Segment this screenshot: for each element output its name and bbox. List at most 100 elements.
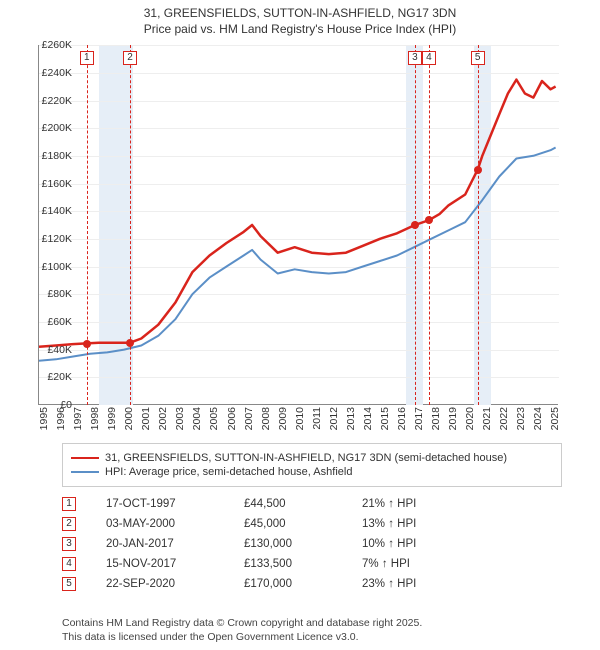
marker-line-1 bbox=[87, 45, 88, 405]
marker-dot-1 bbox=[83, 340, 91, 348]
x-tick-label: 2022 bbox=[498, 407, 510, 430]
x-tick-label: 1997 bbox=[72, 407, 84, 430]
x-tick-label: 2017 bbox=[413, 407, 425, 430]
transaction-date: 22-SEP-2020 bbox=[106, 578, 226, 590]
x-tick-label: 2013 bbox=[345, 407, 357, 430]
marker-line-2 bbox=[130, 45, 131, 405]
transaction-row: 3 20-JAN-2017 £130,000 10% ↑ HPI bbox=[62, 537, 562, 551]
y-tick-label: £80K bbox=[47, 288, 72, 300]
marker-line-5 bbox=[478, 45, 479, 405]
legend-label: HPI: Average price, semi-detached house,… bbox=[105, 466, 352, 478]
transaction-delta: 23% ↑ HPI bbox=[362, 578, 482, 590]
line-series-svg bbox=[39, 45, 559, 405]
x-tick-label: 2011 bbox=[311, 407, 323, 430]
title-block: 31, GREENSFIELDS, SUTTON-IN-ASHFIELD, NG… bbox=[0, 0, 600, 41]
transaction-marker-box: 3 bbox=[62, 537, 76, 551]
y-tick-label: £200K bbox=[42, 122, 72, 134]
title-line-2: Price paid vs. HM Land Registry's House … bbox=[0, 22, 600, 38]
transaction-delta: 10% ↑ HPI bbox=[362, 538, 482, 550]
y-tick-label: £220K bbox=[42, 95, 72, 107]
legend-item: 31, GREENSFIELDS, SUTTON-IN-ASHFIELD, NG… bbox=[71, 452, 553, 464]
legend-label: 31, GREENSFIELDS, SUTTON-IN-ASHFIELD, NG… bbox=[105, 452, 507, 464]
x-tick-label: 2019 bbox=[447, 407, 459, 430]
y-tick-label: £120K bbox=[42, 233, 72, 245]
chart-container: 31, GREENSFIELDS, SUTTON-IN-ASHFIELD, NG… bbox=[0, 0, 600, 650]
transaction-price: £170,000 bbox=[244, 578, 344, 590]
transaction-date: 15-NOV-2017 bbox=[106, 558, 226, 570]
transaction-delta: 7% ↑ HPI bbox=[362, 558, 482, 570]
y-tick-label: £180K bbox=[42, 150, 72, 162]
legend-item: HPI: Average price, semi-detached house,… bbox=[71, 466, 553, 478]
plot-region: 1 2 34 5 bbox=[38, 45, 558, 405]
x-tick-label: 2004 bbox=[191, 407, 203, 430]
x-tick-label: 2014 bbox=[362, 407, 374, 430]
transaction-delta: 13% ↑ HPI bbox=[362, 518, 482, 530]
transaction-row: 5 22-SEP-2020 £170,000 23% ↑ HPI bbox=[62, 577, 562, 591]
title-line-1: 31, GREENSFIELDS, SUTTON-IN-ASHFIELD, NG… bbox=[0, 6, 600, 22]
marker-dot-5 bbox=[474, 166, 482, 174]
x-tick-label: 2016 bbox=[396, 407, 408, 430]
transaction-row: 1 17-OCT-1997 £44,500 21% ↑ HPI bbox=[62, 497, 562, 511]
legend: 31, GREENSFIELDS, SUTTON-IN-ASHFIELD, NG… bbox=[62, 443, 562, 487]
transaction-delta: 21% ↑ HPI bbox=[362, 498, 482, 510]
x-tick-label: 2007 bbox=[243, 407, 255, 430]
x-tick-label: 1999 bbox=[106, 407, 118, 430]
transaction-marker-box: 2 bbox=[62, 517, 76, 531]
footer-line-1: Contains HM Land Registry data © Crown c… bbox=[62, 616, 562, 630]
x-tick-label: 2010 bbox=[294, 407, 306, 430]
transaction-marker-box: 4 bbox=[62, 557, 76, 571]
y-tick-label: £20K bbox=[47, 371, 72, 383]
transaction-price: £133,500 bbox=[244, 558, 344, 570]
transaction-price: £44,500 bbox=[244, 498, 344, 510]
transaction-table: 1 17-OCT-1997 £44,500 21% ↑ HPI 2 03-MAY-2000… bbox=[62, 497, 562, 591]
marker-dot-2 bbox=[126, 339, 134, 347]
x-tick-label: 2005 bbox=[208, 407, 220, 430]
y-tick-label: £40K bbox=[47, 344, 72, 356]
transaction-price: £45,000 bbox=[244, 518, 344, 530]
transaction-date: 20-JAN-2017 bbox=[106, 538, 226, 550]
x-tick-label: 2003 bbox=[174, 407, 186, 430]
footer-line-2: This data is licensed under the Open Gov… bbox=[62, 630, 562, 644]
x-tick-label: 2021 bbox=[481, 407, 493, 430]
x-tick-label: 2009 bbox=[277, 407, 289, 430]
legend-swatch bbox=[71, 457, 99, 459]
x-tick-label: 1998 bbox=[89, 407, 101, 430]
legend-swatch bbox=[71, 471, 99, 473]
y-tick-label: £240K bbox=[42, 67, 72, 79]
transaction-price: £130,000 bbox=[244, 538, 344, 550]
marker-box-1: 1 bbox=[80, 51, 94, 65]
x-tick-label: 2001 bbox=[140, 407, 152, 430]
x-tick-label: 2025 bbox=[549, 407, 561, 430]
y-tick-label: £260K bbox=[42, 39, 72, 51]
marker-line-4 bbox=[429, 45, 430, 405]
x-tick-label: 1996 bbox=[55, 407, 67, 430]
transaction-row: 4 15-NOV-2017 £133,500 7% ↑ HPI bbox=[62, 557, 562, 571]
y-tick-label: £160K bbox=[42, 178, 72, 190]
marker-box-2: 2 bbox=[123, 51, 137, 65]
x-tick-label: 2008 bbox=[260, 407, 272, 430]
transaction-date: 17-OCT-1997 bbox=[106, 498, 226, 510]
marker-box-4: 4 bbox=[422, 51, 436, 65]
marker-box-5: 5 bbox=[471, 51, 485, 65]
chart-area: 12345 £0£20K£40K£60K£80K£100K£120K£140K£… bbox=[38, 45, 598, 435]
y-tick-label: £140K bbox=[42, 205, 72, 217]
transaction-date: 03-MAY-2000 bbox=[106, 518, 226, 530]
y-tick-label: £60K bbox=[47, 316, 72, 328]
x-tick-label: 2015 bbox=[379, 407, 391, 430]
x-tick-label: 2002 bbox=[157, 407, 169, 430]
x-tick-label: 2006 bbox=[226, 407, 238, 430]
transaction-marker-box: 5 bbox=[62, 577, 76, 591]
transaction-row: 2 03-MAY-2000 £45,000 13% ↑ HPI bbox=[62, 517, 562, 531]
transaction-marker-box: 1 bbox=[62, 497, 76, 511]
y-tick-label: £100K bbox=[42, 261, 72, 273]
x-tick-label: 2024 bbox=[532, 407, 544, 430]
marker-dot-4 bbox=[425, 216, 433, 224]
footer: Contains HM Land Registry data © Crown c… bbox=[62, 616, 562, 644]
x-tick-label: 2023 bbox=[515, 407, 527, 430]
x-tick-label: 2000 bbox=[123, 407, 135, 430]
x-tick-label: 2020 bbox=[464, 407, 476, 430]
marker-box-3: 3 bbox=[408, 51, 422, 65]
x-tick-label: 2018 bbox=[430, 407, 442, 430]
x-tick-label: 1995 bbox=[38, 407, 50, 430]
marker-dot-3 bbox=[411, 221, 419, 229]
